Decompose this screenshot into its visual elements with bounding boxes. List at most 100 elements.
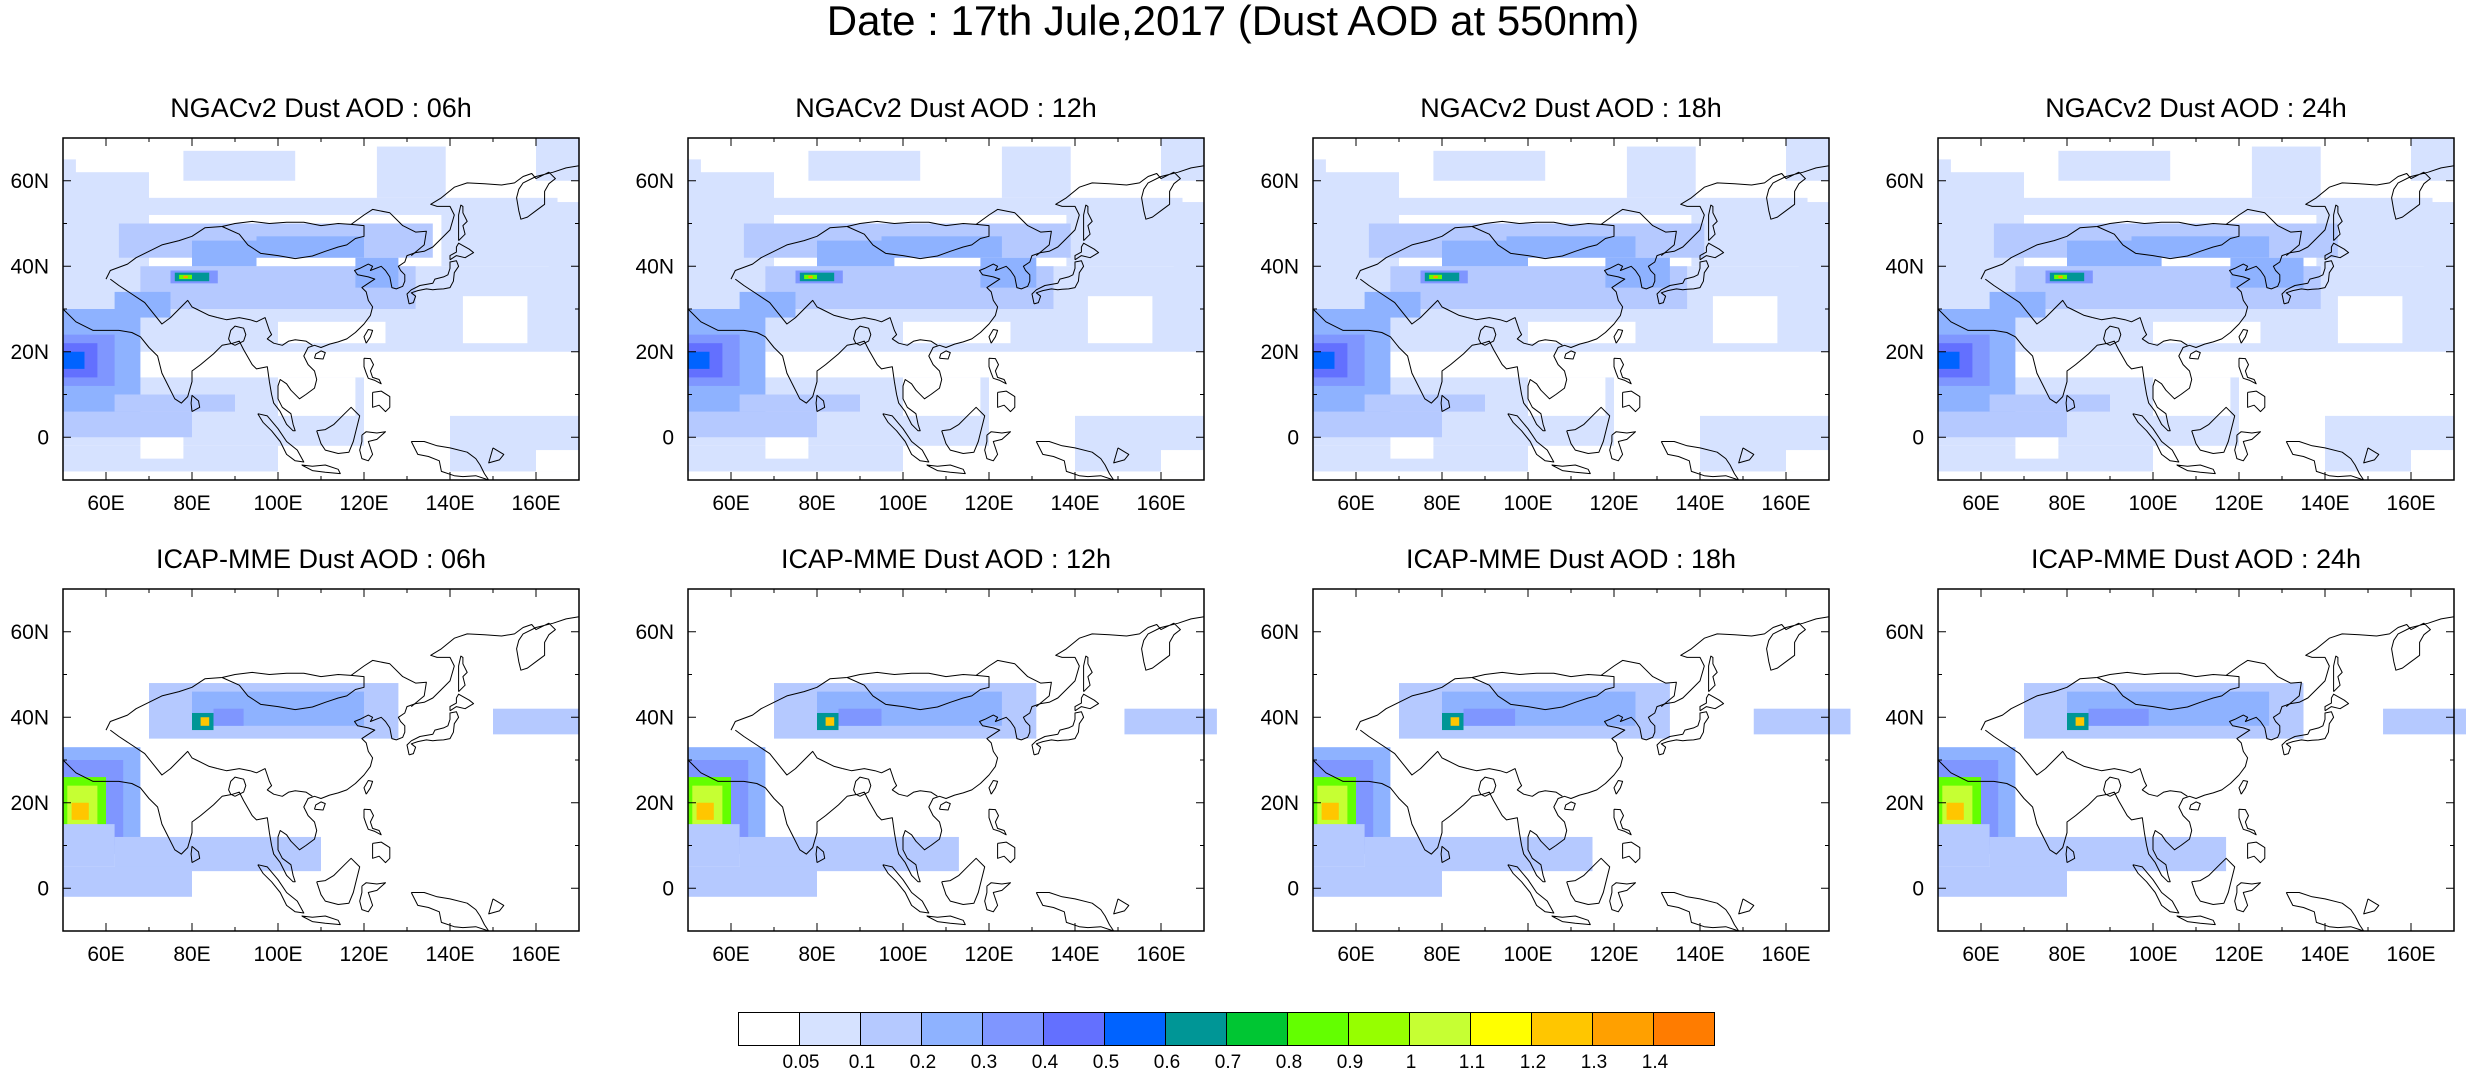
lat-tick-label: 40N	[1885, 255, 1924, 278]
aod-cell	[1989, 836, 2227, 872]
aod-cell	[1066, 202, 1204, 267]
aod-cell	[63, 824, 115, 867]
aod-cell	[1938, 411, 2067, 438]
aod-cell	[1313, 866, 1442, 897]
colorbar-label: 0.8	[1275, 1052, 1303, 1073]
lat-tick-label: 20N	[1885, 341, 1924, 364]
aod-cell	[1001, 146, 1071, 198]
aod-cell	[71, 802, 89, 820]
colorbar	[738, 1012, 1715, 1046]
lat-tick-label: 60N	[635, 170, 674, 193]
lat-tick-label: 40N	[1260, 706, 1299, 729]
lon-tick-label: 80E	[2048, 492, 2085, 515]
lon-tick-label: 80E	[173, 492, 210, 515]
aod-cell	[1433, 150, 1546, 181]
panel-title: NGACv2 Dust AOD : 18h	[1420, 93, 1722, 123]
lon-tick-label: 140E	[1050, 492, 1099, 515]
lat-tick-label: 20N	[10, 792, 49, 815]
colorbar-swatch	[1287, 1012, 1349, 1046]
lat-tick-label: 0	[37, 426, 49, 449]
dust-aod-map: 60E 80E 100E 120E 140E 160E 60N 40N 20N 0	[1260, 588, 1851, 966]
aod-cell	[1753, 708, 1851, 735]
colorbar-swatch	[1592, 1012, 1654, 1046]
colorbar-swatch	[982, 1012, 1044, 1046]
lat-tick-label: 60N	[10, 170, 49, 193]
aod-cell	[1124, 708, 1217, 735]
coastlines	[1312, 616, 1830, 932]
lat-tick-label: 20N	[1260, 792, 1299, 815]
colorbar-swatch	[1348, 1012, 1410, 1046]
lon-tick-label: 80E	[798, 492, 835, 515]
colorbar-label: 0.7	[1214, 1052, 1242, 1073]
lat-tick-label: 40N	[10, 255, 49, 278]
aod-cell	[200, 717, 210, 726]
colorbar-swatch	[738, 1012, 800, 1046]
lon-tick-label: 100E	[2128, 943, 2177, 966]
aod-cell	[2131, 236, 2270, 258]
dust-aod-map: 60E 80E 100E 120E 140E 160E 60N 40N 20N 0	[1885, 137, 2455, 515]
colorbar-label: 0.05	[782, 1052, 820, 1073]
aod-cell	[2411, 138, 2454, 181]
aod-cell	[2058, 275, 2063, 279]
lat-tick-label: 40N	[635, 706, 674, 729]
lat-tick-label: 20N	[1885, 792, 1924, 815]
lat-tick-label: 0	[662, 426, 674, 449]
aod-cell	[1364, 394, 1485, 412]
aod-cell	[2088, 708, 2149, 726]
aod-cell	[1313, 411, 1442, 438]
dust-aod-map: 60E 80E 100E 120E 140E 160E 60N 40N 20N 0	[1260, 137, 1830, 515]
lon-tick-label: 160E	[1761, 943, 1810, 966]
colorbar-label: 0.3	[970, 1052, 998, 1073]
aod-cell	[376, 146, 446, 198]
lon-tick-label: 160E	[1136, 943, 1185, 966]
coastlines	[687, 616, 1205, 932]
aod-cell	[2251, 146, 2321, 198]
lat-tick-label: 0	[1912, 426, 1924, 449]
aod-cell	[1313, 824, 1365, 867]
colorbar-swatch	[1104, 1012, 1166, 1046]
lat-tick-label: 20N	[635, 792, 674, 815]
lon-tick-label: 160E	[511, 492, 560, 515]
aod-cell	[1463, 708, 1516, 726]
colorbar-label: 0.1	[848, 1052, 876, 1073]
lat-tick-label: 60N	[1885, 170, 1924, 193]
lon-tick-label: 140E	[1675, 492, 1724, 515]
aod-cell	[256, 236, 364, 258]
aod-cell	[1321, 802, 1339, 820]
lon-tick-label: 160E	[2386, 492, 2435, 515]
aod-cell	[192, 240, 257, 267]
colorbar-label: 0.6	[1153, 1052, 1181, 1073]
lat-tick-label: 20N	[635, 341, 674, 364]
lat-tick-label: 0	[1912, 877, 1924, 900]
aod-cell	[1938, 866, 2067, 897]
lon-tick-label: 80E	[173, 943, 210, 966]
lat-tick-label: 40N	[10, 706, 49, 729]
lon-tick-label: 120E	[339, 492, 388, 515]
colorbar-label: 1.2	[1519, 1052, 1547, 1073]
lat-tick-label: 0	[1287, 877, 1299, 900]
colorbar-label: 1.3	[1580, 1052, 1608, 1073]
colorbar-swatch	[1043, 1012, 1105, 1046]
lon-tick-label: 140E	[1675, 943, 1724, 966]
aod-cell	[1364, 291, 1421, 318]
lon-tick-label: 120E	[2214, 492, 2263, 515]
colorbar-label: 0.4	[1031, 1052, 1059, 1073]
colorbar-swatch	[1165, 1012, 1227, 1046]
lat-tick-label: 40N	[1260, 255, 1299, 278]
aod-cell	[688, 351, 710, 369]
aod-cell	[2230, 257, 2304, 288]
aod-cell	[696, 802, 714, 820]
lat-tick-label: 60N	[635, 621, 674, 644]
colorbar-swatch	[1653, 1012, 1715, 1046]
aod-cell	[114, 836, 321, 872]
panel-title: NGACv2 Dust AOD : 12h	[795, 93, 1097, 123]
lon-tick-label: 60E	[1337, 492, 1374, 515]
panel-title: ICAP-MME Dust AOD : 24h	[2030, 544, 2362, 574]
lon-tick-label: 160E	[1136, 492, 1185, 515]
colorbar-label: 0.2	[909, 1052, 937, 1073]
aod-cell	[808, 150, 921, 181]
panel-title: NGACv2 Dust AOD : 06h	[170, 93, 472, 123]
aod-cell	[1605, 257, 1670, 288]
aod-cell	[881, 236, 1002, 258]
aod-cell	[183, 150, 296, 181]
